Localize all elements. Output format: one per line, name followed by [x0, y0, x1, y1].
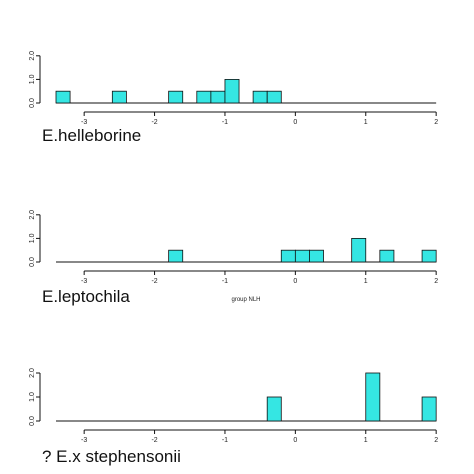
- x-tick-label-1-1: -2: [151, 278, 157, 285]
- y-tick-label-1-1: 1.0: [29, 233, 36, 243]
- panel-label-2: ? E.x stephensonii: [42, 447, 181, 466]
- y-tick-label-2-0: 0.0: [29, 416, 36, 426]
- panel-label-0: E.helleborine: [42, 126, 141, 145]
- x-tick-label-2-2: -1: [222, 437, 228, 444]
- bar-0-5: [224, 79, 240, 104]
- x-tick-label-2-0: -3: [81, 437, 87, 444]
- x-tick-label-2-4: 1: [364, 437, 368, 444]
- bar-1-2: [294, 249, 310, 263]
- x-tick-label-1-2: -1: [222, 278, 228, 285]
- bar-1-0: [168, 249, 184, 263]
- bar-0-1: [111, 90, 127, 104]
- y-tick-label-1-2: 2.0: [29, 210, 36, 220]
- x-axis-title-1: group NLH: [231, 297, 260, 303]
- x-tick-label-0-5: 2: [434, 119, 438, 126]
- x-tick-label-0-2: -1: [222, 119, 228, 126]
- x-tick-label-2-5: 2: [434, 437, 438, 444]
- x-tick-label-0-3: 0: [293, 119, 297, 126]
- bar-0-2: [168, 90, 184, 104]
- x-tick-label-2-3: 0: [293, 437, 297, 444]
- x-tick-label-0-1: -2: [151, 119, 157, 126]
- bar-0-0: [55, 90, 71, 104]
- y-tick-label-0-2: 2.0: [29, 51, 36, 61]
- y-tick-label-2-2: 2.0: [29, 368, 36, 378]
- bar-1-4: [351, 237, 367, 263]
- x-tick-label-1-5: 2: [434, 278, 438, 285]
- x-tick-label-0-0: -3: [81, 119, 87, 126]
- panel-label-1: E.leptochila: [42, 287, 130, 306]
- x-tick-label-1-3: 0: [293, 278, 297, 285]
- bar-1-6: [421, 249, 437, 263]
- y-tick-label-0-1: 1.0: [29, 74, 36, 84]
- bar-2-0: [266, 396, 282, 422]
- bar-1-3: [309, 249, 324, 263]
- y-tick-label-0-0: 0.0: [29, 98, 36, 108]
- y-tick-label-1-0: 0.0: [29, 257, 36, 267]
- x-tick-label-1-4: 1: [364, 278, 368, 285]
- bar-0-4: [210, 90, 226, 104]
- y-tick-label-2-1: 1.0: [29, 392, 36, 402]
- x-tick-label-1-0: -3: [81, 278, 87, 285]
- bar-0-7: [266, 90, 282, 104]
- x-tick-label-2-1: -2: [151, 437, 157, 444]
- bar-2-2: [421, 396, 437, 422]
- bar-0-6: [252, 90, 268, 104]
- bar-0-3: [196, 90, 212, 104]
- bar-1-1: [280, 249, 296, 263]
- x-tick-label-0-4: 1: [364, 119, 368, 126]
- bar-2-1: [365, 372, 381, 422]
- bar-1-5: [379, 249, 395, 263]
